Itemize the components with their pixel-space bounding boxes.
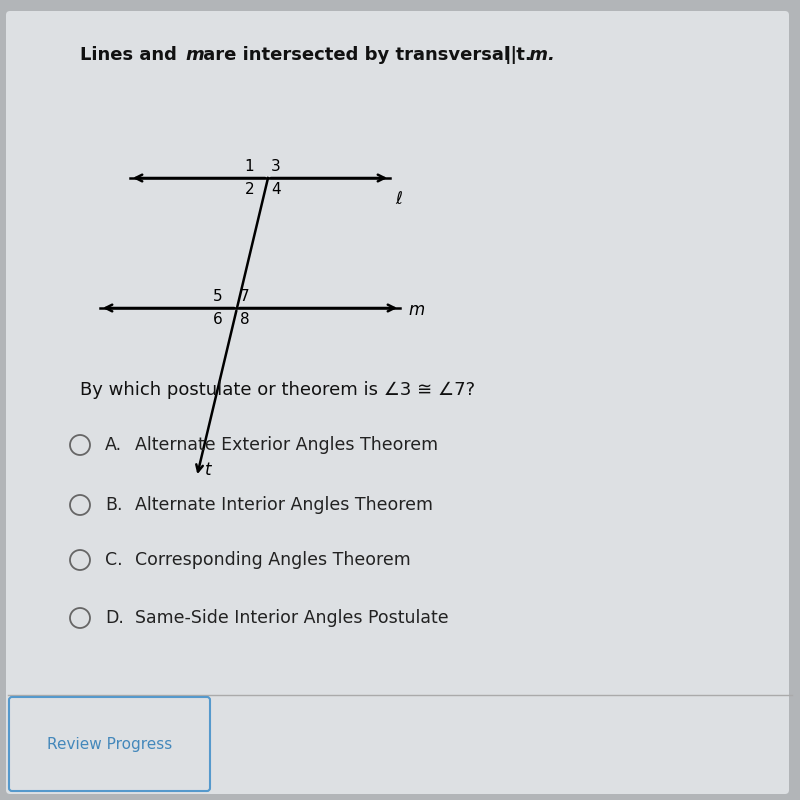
Text: are intersected by transversal t.: are intersected by transversal t. bbox=[197, 46, 538, 64]
Text: m: m bbox=[408, 301, 424, 319]
Text: m: m bbox=[185, 46, 204, 64]
Text: By which postulate or theorem is ∠3 ≅ ∠7?: By which postulate or theorem is ∠3 ≅ ∠7… bbox=[80, 381, 475, 399]
Text: Alternate Exterior Angles Theorem: Alternate Exterior Angles Theorem bbox=[135, 436, 438, 454]
Text: t: t bbox=[205, 461, 211, 479]
Text: B.: B. bbox=[105, 496, 122, 514]
Text: Corresponding Angles Theorem: Corresponding Angles Theorem bbox=[135, 551, 410, 569]
Text: Same-Side Interior Angles Postulate: Same-Side Interior Angles Postulate bbox=[135, 609, 449, 627]
Text: Lines and: Lines and bbox=[80, 46, 183, 64]
Text: 2: 2 bbox=[244, 182, 254, 197]
Text: 6: 6 bbox=[214, 312, 223, 327]
Text: D.: D. bbox=[105, 609, 124, 627]
Text: 7: 7 bbox=[240, 289, 250, 304]
Text: 1: 1 bbox=[244, 159, 254, 174]
Text: A.: A. bbox=[105, 436, 122, 454]
Text: 3: 3 bbox=[271, 159, 281, 174]
Text: ℓ: ℓ bbox=[395, 190, 402, 208]
Text: 5: 5 bbox=[214, 289, 223, 304]
FancyBboxPatch shape bbox=[6, 11, 789, 794]
Text: 8: 8 bbox=[240, 312, 250, 327]
Text: 4: 4 bbox=[271, 182, 281, 197]
Text: Alternate Interior Angles Theorem: Alternate Interior Angles Theorem bbox=[135, 496, 433, 514]
Text: m.: m. bbox=[523, 46, 555, 64]
FancyBboxPatch shape bbox=[9, 697, 210, 791]
Text: C.: C. bbox=[105, 551, 122, 569]
Text: Review Progress: Review Progress bbox=[47, 737, 173, 751]
Text: ||: || bbox=[505, 46, 518, 64]
